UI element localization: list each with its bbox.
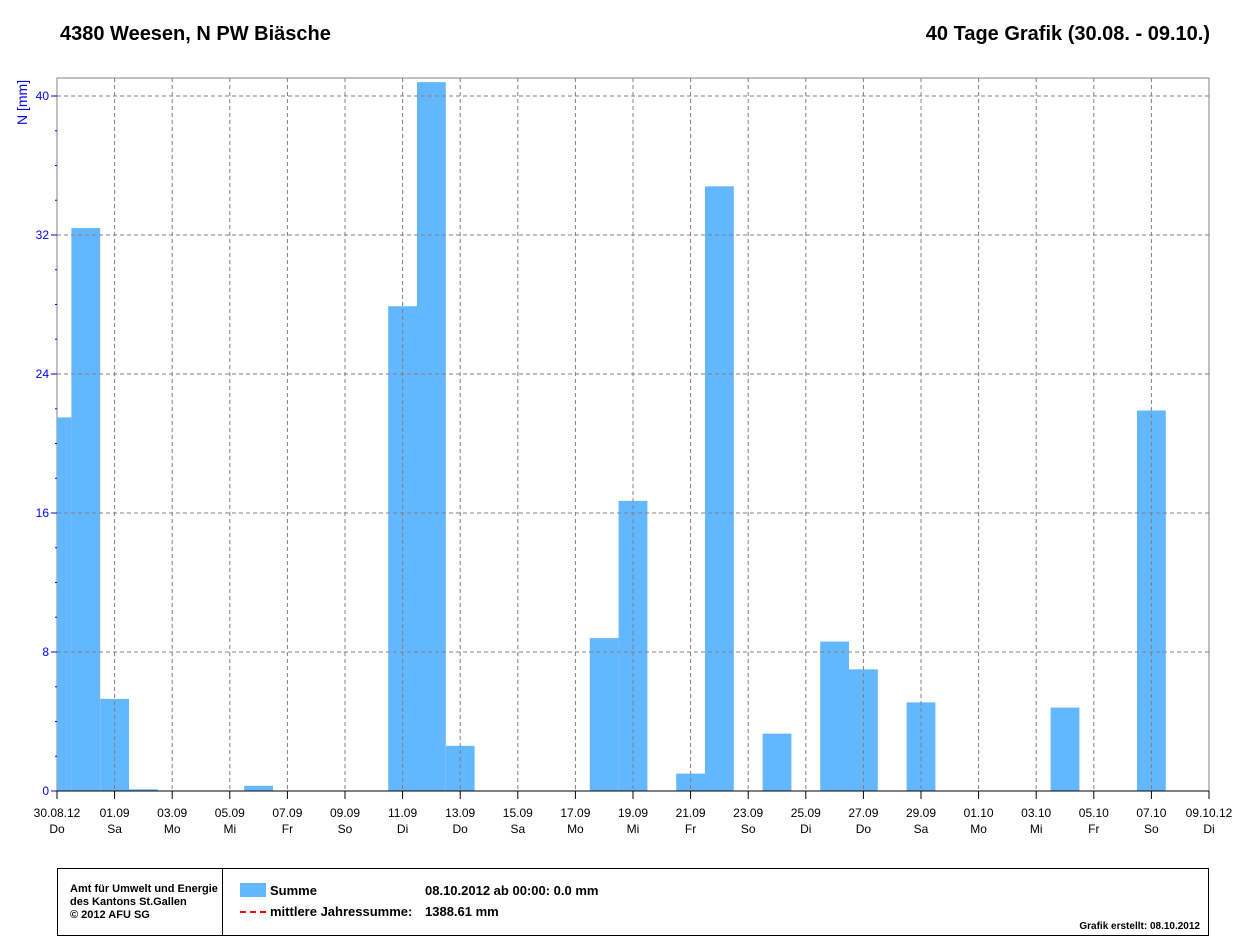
x-weekday-label: Di (1203, 822, 1214, 836)
x-tick-label: 07.10 (1136, 806, 1166, 820)
copyright: © 2012 AFU SG (70, 909, 150, 921)
x-weekday-label: Di (800, 822, 811, 836)
x-weekday-label: Di (397, 822, 408, 836)
station-title: 4380 Weesen, N PW Biäsche (60, 23, 331, 45)
y-tick-label: 32 (36, 228, 50, 242)
summe-label: Summe (270, 883, 317, 898)
x-weekday-label: Mi (1030, 822, 1043, 836)
x-tick-label: 23.09 (733, 806, 763, 820)
bar (417, 82, 446, 792)
x-tick-label: 05.10 (1079, 806, 1109, 820)
x-tick-label: 01.10 (964, 806, 994, 820)
x-tick-label: 05.09 (215, 806, 245, 820)
bar (676, 773, 705, 791)
bar (57, 417, 72, 791)
bar (71, 228, 101, 792)
x-tick-label: 09.10.12 (1186, 806, 1233, 820)
bar (762, 733, 792, 791)
x-weekday-label: Mo (567, 822, 584, 836)
x-tick-label: 27.09 (848, 806, 878, 820)
y-tick-label: 24 (36, 367, 50, 381)
org-line: des Kantons St.Gallen (70, 896, 187, 908)
x-weekday-label: Do (49, 822, 65, 836)
x-weekday-label: Sa (914, 822, 929, 836)
org-line: Amt für Umwelt und Energie (70, 883, 218, 895)
x-weekday-label: Fr (1088, 822, 1099, 836)
legend-box: Amt für Umwelt und Energie des Kantons S… (57, 868, 1209, 936)
y-tick-label: 8 (42, 645, 49, 659)
bar (820, 641, 849, 791)
x-weekday-label: Fr (282, 822, 293, 836)
x-weekday-label: Sa (107, 822, 122, 836)
x-tick-label: 11.09 (388, 806, 417, 820)
divider (222, 869, 223, 935)
x-tick-label: 01.09 (100, 806, 130, 820)
mean-value: 1388.61 mm (425, 904, 499, 919)
summe-swatch (240, 883, 266, 897)
precipitation-chart: 30.08.12 Do 01.09 Sa 03.09 Mo 05.09 Mi 07.09 Fr 09… (14, 77, 1233, 836)
bar (129, 789, 158, 791)
x-weekday-label: Mo (970, 822, 987, 836)
x-tick-label: 15.09 (503, 806, 533, 820)
x-tick-label: 17.09 (560, 806, 590, 820)
y-tick-label: 16 (36, 506, 50, 520)
x-weekday-label: So (338, 822, 353, 836)
x-tick-label: 03.09 (157, 806, 187, 820)
x-tick-label: 30.08.12 (34, 806, 81, 820)
x-tick-label: 13.09 (445, 806, 475, 820)
x-weekday-label: Sa (510, 822, 525, 836)
created-date: Grafik erstellt: 08.10.2012 (1079, 921, 1200, 932)
x-tick-label: 21.09 (676, 806, 706, 820)
x-weekday-label: Mi (223, 822, 236, 836)
summe-value: 08.10.2012 ab 00:00: 0.0 mm (425, 883, 599, 898)
x-weekday-label: Fr (685, 822, 696, 836)
x-weekday-label: Do (856, 822, 872, 836)
x-weekday-label: So (741, 822, 756, 836)
mean-label: mittlere Jahressumme: (270, 904, 413, 919)
x-weekday-label: So (1144, 822, 1159, 836)
mean-line-swatch (240, 911, 266, 913)
period-title: 40 Tage Grafik (30.08. - 09.10.) (925, 23, 1210, 45)
bar (705, 186, 734, 792)
bar (244, 785, 273, 791)
x-weekday-label: Do (453, 822, 469, 836)
x-tick-label: 29.09 (906, 806, 936, 820)
x-weekday-label: Mo (164, 822, 181, 836)
organization: Amt für Umwelt und Energie des Kantons S… (70, 883, 220, 922)
x-tick-label: 19.09 (618, 806, 648, 820)
x-tick-label: 09.09 (330, 806, 360, 820)
x-tick-label: 03.10 (1021, 806, 1051, 820)
x-tick-label: 25.09 (791, 806, 821, 820)
bar (589, 638, 619, 791)
x-tick-label: 07.09 (272, 806, 302, 820)
bar (1137, 410, 1166, 791)
y-tick-label: 40 (36, 89, 50, 103)
y-tick-label: 0 (42, 784, 49, 798)
y-axis-label: N [mm] (14, 80, 30, 125)
x-weekday-label: Mi (627, 822, 640, 836)
bar (1050, 707, 1080, 791)
